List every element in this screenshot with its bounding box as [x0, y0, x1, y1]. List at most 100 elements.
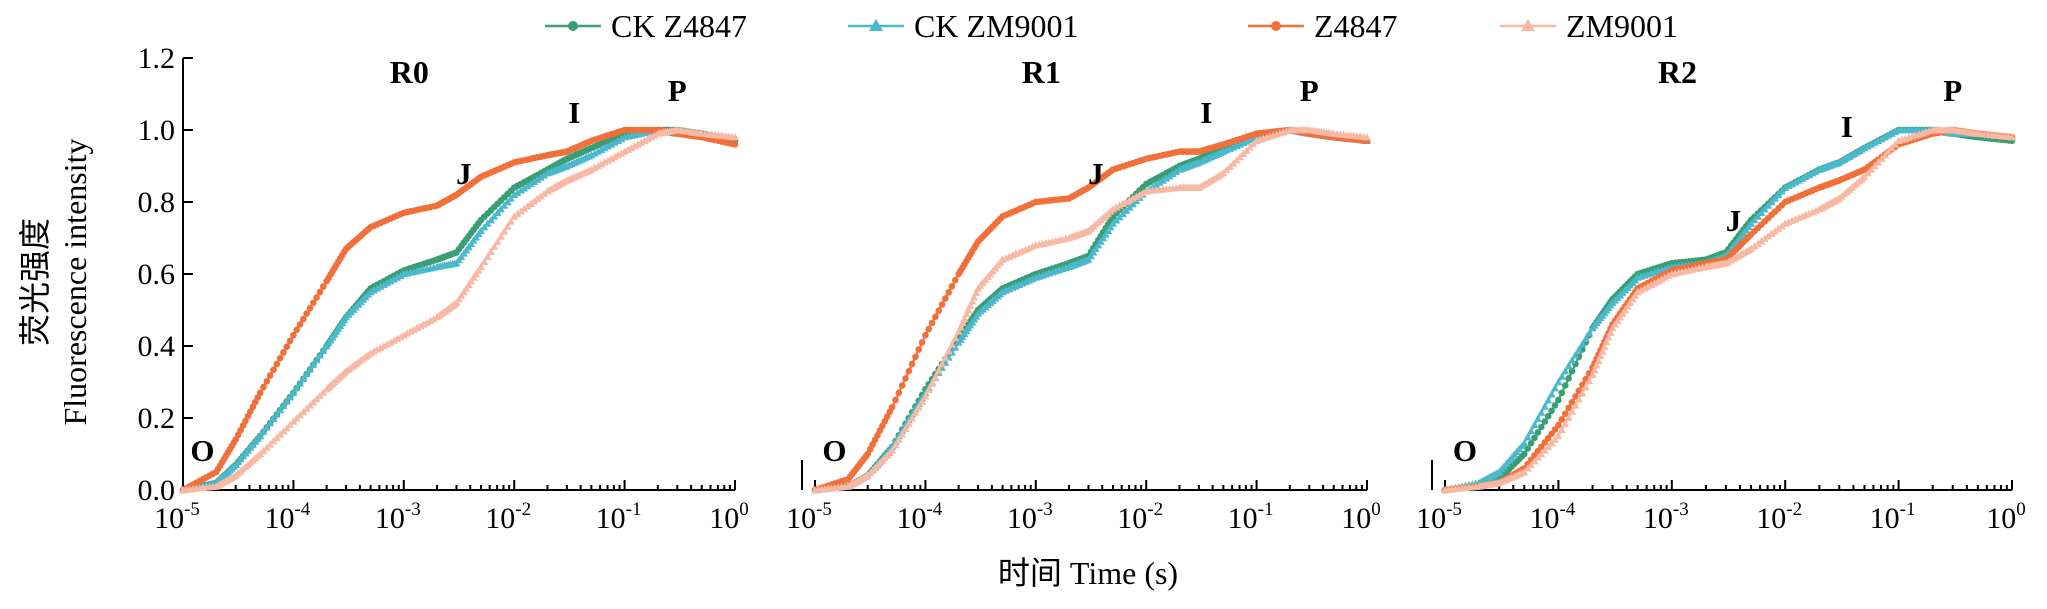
- data-point: [731, 133, 739, 141]
- x-tick-label: 10-3: [1643, 499, 1689, 535]
- data-point: [894, 435, 903, 443]
- data-point: [888, 446, 897, 454]
- data-point: [1557, 372, 1566, 380]
- data-point: [303, 310, 310, 317]
- data-point: [1585, 329, 1594, 337]
- y-tick-label: 0.8: [138, 186, 176, 219]
- data-point: [911, 408, 920, 416]
- x-tick-label: 10-2: [1117, 499, 1163, 535]
- data-point: [1747, 244, 1756, 252]
- data-point: [1565, 375, 1572, 382]
- data-point: [320, 283, 327, 290]
- data-point: [915, 346, 923, 353]
- data-point: [1588, 370, 1597, 378]
- data-point: [292, 384, 301, 392]
- data-point: [1578, 389, 1587, 397]
- series-ck-zm9001: [1441, 126, 2016, 494]
- data-point: [928, 319, 936, 327]
- data-point: [938, 360, 947, 368]
- legend-item: CK ZM9001: [848, 8, 1078, 44]
- data-point: [1544, 396, 1553, 404]
- data-point: [310, 299, 317, 307]
- x-tick-label: 10-4: [1529, 499, 1575, 535]
- y-tick-label: 0.0: [138, 474, 176, 507]
- series-zm9001: [811, 126, 1371, 494]
- data-point: [905, 367, 913, 375]
- data-point: [918, 339, 926, 346]
- data-point: [1551, 402, 1559, 409]
- data-point: [898, 382, 906, 389]
- data-point: [262, 423, 271, 431]
- data-point: [1750, 242, 1759, 250]
- data-point: [1590, 366, 1599, 374]
- data-point: [1774, 224, 1783, 232]
- data-point: [1533, 414, 1542, 422]
- data-point: [1096, 237, 1105, 245]
- data-point: [1604, 333, 1613, 341]
- data-point: [922, 331, 929, 339]
- data-point: [293, 326, 301, 334]
- data-point: [928, 379, 937, 387]
- data-point: [1537, 408, 1546, 416]
- y-axis-label-cn: 荧光强度: [17, 218, 53, 346]
- series-z4847: [179, 126, 739, 494]
- data-point: [1561, 382, 1569, 389]
- data-point: [1554, 378, 1563, 386]
- data-point: [892, 396, 899, 404]
- x-tick-label: 10-5: [1416, 499, 1462, 535]
- data-point: [273, 360, 281, 368]
- data-point: [1764, 232, 1773, 240]
- data-point: [942, 295, 949, 302]
- data-point: [944, 347, 953, 355]
- data-point: [1760, 234, 1769, 242]
- legend-label: Z4847: [1314, 8, 1398, 44]
- x-tick-label: 10-3: [1007, 499, 1053, 535]
- data-point: [935, 307, 942, 315]
- data-point: [1578, 340, 1587, 348]
- data-point: [506, 217, 515, 225]
- data-point: [266, 372, 274, 379]
- x-tick-label: 10-4: [896, 499, 942, 535]
- data-point: [1165, 172, 1174, 180]
- data-point: [272, 410, 281, 418]
- data-point: [510, 190, 519, 198]
- data-point: [483, 252, 492, 260]
- data-point: [1592, 361, 1601, 369]
- data-point: [912, 353, 919, 361]
- data-point: [924, 385, 933, 394]
- data-point: [520, 184, 529, 192]
- data-point: [964, 306, 973, 314]
- data-point: [1561, 410, 1569, 417]
- legend-marker: [1271, 21, 1281, 31]
- series-line: [1444, 128, 2013, 492]
- data-point: [901, 424, 910, 432]
- data-point: [496, 232, 505, 240]
- data-point: [533, 175, 542, 183]
- x-axis-label: 时间 Time (s): [998, 555, 1178, 591]
- data-point: [1585, 376, 1594, 385]
- phase-label-p: P: [1300, 73, 1319, 108]
- axes: 0.0 0.2 0.4 0.6 0.8 1.0 1.2 10-5 10-4 10-3 10-2 10-…: [138, 42, 2026, 535]
- data-point: [500, 201, 509, 209]
- data-point: [1867, 165, 1876, 173]
- data-point: [918, 397, 927, 405]
- data-point: [1574, 395, 1583, 403]
- data-point: [1568, 407, 1577, 415]
- data-point: [290, 331, 297, 339]
- data-point: [379, 342, 388, 350]
- data-point: [1561, 419, 1570, 427]
- phase-label-j: J: [1088, 156, 1104, 191]
- data-point: [476, 262, 485, 270]
- data-point: [1534, 429, 1542, 436]
- data-point: [1564, 361, 1573, 369]
- data-point: [279, 401, 288, 409]
- data-point: [300, 315, 307, 323]
- annotations: R0 O J I P R1 O J I P R2 O J I P: [190, 54, 1962, 468]
- data-point: [1558, 416, 1566, 423]
- phase-label-p: P: [1943, 73, 1962, 108]
- data-point: [500, 227, 509, 235]
- data-point: [888, 403, 896, 411]
- legend-label: CK Z4847: [611, 8, 747, 44]
- phase-label-j: J: [456, 156, 472, 191]
- data-point: [1172, 167, 1181, 175]
